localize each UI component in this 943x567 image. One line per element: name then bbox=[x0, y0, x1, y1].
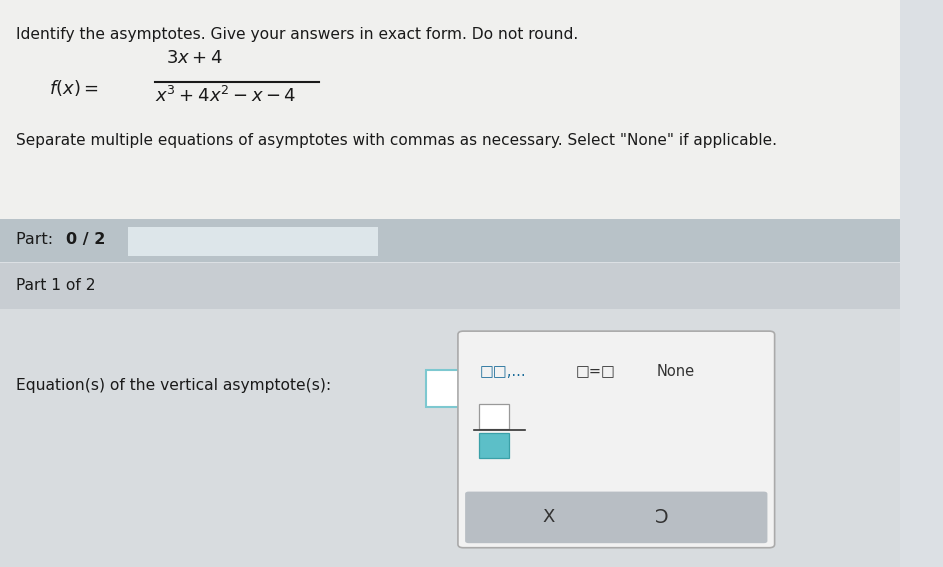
Text: □□,...: □□,... bbox=[480, 364, 526, 379]
FancyBboxPatch shape bbox=[465, 492, 768, 543]
Text: Identify the asymptotes. Give your answers in exact form. Do not round.: Identify the asymptotes. Give your answe… bbox=[16, 27, 578, 42]
Text: $3x+4$: $3x+4$ bbox=[166, 49, 223, 67]
FancyBboxPatch shape bbox=[0, 309, 900, 567]
Text: Part 1 of 2: Part 1 of 2 bbox=[16, 278, 95, 293]
Text: Separate multiple equations of asymptotes with commas as necessary. Select "None: Separate multiple equations of asymptote… bbox=[16, 133, 777, 148]
Text: None: None bbox=[656, 364, 695, 379]
FancyBboxPatch shape bbox=[458, 331, 774, 548]
FancyBboxPatch shape bbox=[0, 219, 900, 262]
Text: Part:: Part: bbox=[16, 232, 58, 247]
FancyBboxPatch shape bbox=[425, 370, 463, 407]
Text: $\mathit{f}(\mathit{x})=$: $\mathit{f}(\mathit{x})=$ bbox=[49, 78, 99, 98]
FancyBboxPatch shape bbox=[0, 263, 900, 309]
Text: 0 / 2: 0 / 2 bbox=[66, 232, 105, 247]
FancyBboxPatch shape bbox=[127, 227, 378, 256]
Text: Equation(s) of the vertical asymptote(s):: Equation(s) of the vertical asymptote(s)… bbox=[16, 378, 331, 393]
FancyBboxPatch shape bbox=[0, 0, 900, 219]
Text: $x^3+4x^2-x-4$: $x^3+4x^2-x-4$ bbox=[155, 86, 296, 106]
FancyBboxPatch shape bbox=[479, 433, 509, 458]
Text: X: X bbox=[543, 509, 555, 526]
FancyBboxPatch shape bbox=[479, 404, 509, 429]
Text: Ɔ: Ɔ bbox=[655, 508, 669, 527]
Text: □=□: □=□ bbox=[576, 364, 616, 379]
